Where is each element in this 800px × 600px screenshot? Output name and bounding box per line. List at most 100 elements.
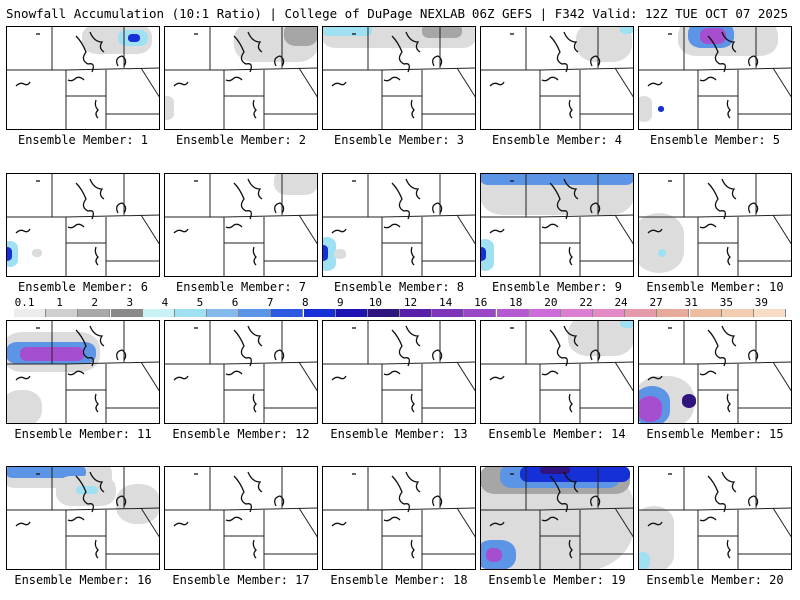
member-map-panel <box>638 320 792 424</box>
water-body <box>405 178 421 200</box>
state-border <box>381 361 476 365</box>
water-body <box>383 370 401 376</box>
snowfall-shading <box>274 173 318 195</box>
member-map <box>480 320 634 424</box>
water-body <box>541 370 559 376</box>
water-body <box>549 475 568 513</box>
water-body <box>410 393 415 413</box>
snowfall-shading <box>6 466 86 478</box>
water-body <box>274 495 285 507</box>
water-body <box>568 246 573 266</box>
water-body <box>67 370 85 376</box>
water-body <box>699 76 717 82</box>
member-label: Ensemble Member: 3 <box>333 133 465 147</box>
map-frame <box>638 26 792 130</box>
snowfall-shading <box>480 247 486 261</box>
member-map-panel <box>164 320 318 424</box>
colorbar-tick-label: 12 <box>403 296 418 309</box>
water-body <box>391 35 410 73</box>
snowfall-shading <box>116 484 160 524</box>
member-label: Ensemble Member: 17 <box>172 573 310 587</box>
water-body <box>233 329 252 367</box>
water-body <box>75 475 94 513</box>
member-map-panel <box>6 320 160 424</box>
map-frame <box>322 466 476 570</box>
water-body <box>699 370 717 376</box>
member-map-panel <box>6 26 160 130</box>
snowfall-colorbar <box>14 309 786 317</box>
water-body <box>707 182 726 220</box>
water-body <box>707 329 726 367</box>
state-border <box>456 507 476 539</box>
water-body <box>247 31 263 53</box>
map-frame <box>164 173 318 277</box>
water-body <box>590 202 601 214</box>
colorbar-tick-label: 10 <box>368 296 383 309</box>
water-body <box>75 329 94 367</box>
state-border <box>614 507 634 539</box>
water-body <box>75 35 94 73</box>
map-frame <box>638 173 792 277</box>
member-label: Ensemble Member: 4 <box>491 133 623 147</box>
map-frame <box>322 320 476 424</box>
member-map <box>164 173 318 277</box>
map-frame <box>322 173 476 277</box>
colorbar-segment <box>625 309 658 317</box>
state-border <box>65 214 160 218</box>
state-border <box>697 67 792 71</box>
member-map-panel <box>480 26 634 130</box>
member-map <box>480 173 634 277</box>
snowfall-shading <box>620 320 634 328</box>
run-valid-time: 06Z GEFS | F342 Valid: 12Z TUE OCT 07 20… <box>471 6 788 21</box>
water-body <box>590 495 601 507</box>
water-body <box>726 393 731 413</box>
state-border <box>381 214 476 218</box>
water-body <box>89 325 105 347</box>
water-body <box>116 349 127 361</box>
member-map-panel <box>480 173 634 277</box>
state-border <box>614 67 634 99</box>
snowfall-shading <box>486 548 502 562</box>
water-body <box>410 246 415 266</box>
state-border <box>381 507 476 511</box>
water-body <box>721 471 737 493</box>
water-body <box>173 375 189 381</box>
snowfall-shading <box>422 26 462 38</box>
colorbar-tick-label: 2 <box>91 296 99 309</box>
colorbar-tick-label: 5 <box>196 296 204 309</box>
water-body <box>116 55 127 67</box>
state-border <box>697 507 792 511</box>
water-body <box>568 99 573 119</box>
water-body <box>563 325 579 347</box>
colorbar-segment <box>239 309 272 317</box>
state-border <box>697 361 792 365</box>
water-body <box>391 329 410 367</box>
water-body <box>410 99 415 119</box>
state-border <box>539 361 634 365</box>
water-body <box>383 76 401 82</box>
water-body <box>699 516 717 522</box>
water-body <box>225 223 243 229</box>
map-frame <box>6 466 160 570</box>
state-border <box>614 214 634 246</box>
snowfall-shading <box>658 249 666 257</box>
member-map-panel <box>164 26 318 130</box>
water-body <box>15 521 31 527</box>
water-body <box>489 375 505 381</box>
member-label: Ensemble Member: 9 <box>491 280 623 294</box>
colorbar-segment <box>207 309 240 317</box>
water-body <box>252 246 257 266</box>
snowfall-shading <box>620 26 634 34</box>
water-body <box>405 325 421 347</box>
colorbar-segment <box>78 309 111 317</box>
water-body <box>383 516 401 522</box>
snowfall-shading <box>638 396 662 422</box>
member-label: Ensemble Member: 19 <box>488 573 626 587</box>
water-body <box>331 228 347 234</box>
member-map-panel <box>638 173 792 277</box>
colorbar-segment <box>753 309 786 317</box>
water-body <box>590 349 601 361</box>
map-frame <box>164 26 318 130</box>
member-map-panel <box>480 466 634 570</box>
member-label: Ensemble Member: 16 <box>14 573 152 587</box>
